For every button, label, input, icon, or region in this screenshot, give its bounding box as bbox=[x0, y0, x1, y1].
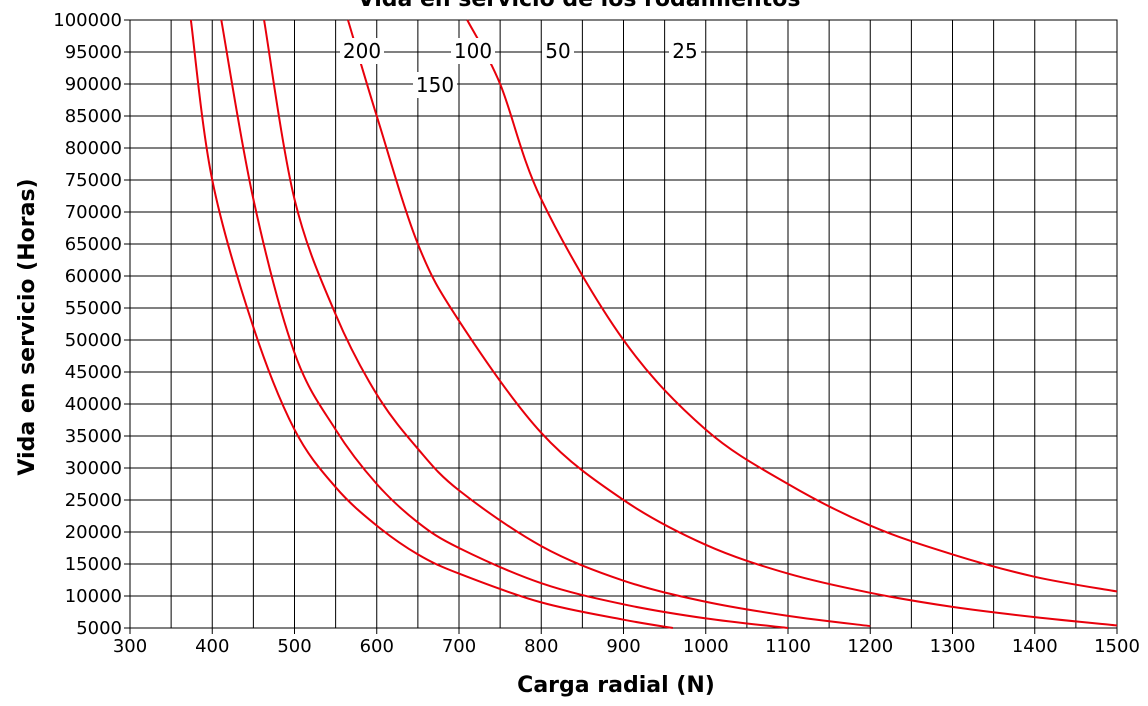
series-line-25 bbox=[466, 19, 1117, 593]
x-tick-label: 1400 bbox=[1012, 636, 1058, 657]
y-tick-label: 70000 bbox=[65, 202, 122, 223]
curve-label-150: 150 bbox=[416, 73, 454, 97]
y-tick-label: 85000 bbox=[65, 106, 122, 127]
x-tick-label: 400 bbox=[195, 636, 229, 657]
y-tick-label: 55000 bbox=[65, 298, 122, 319]
grid bbox=[124, 19, 1118, 634]
y-tick-label: 90000 bbox=[65, 74, 122, 95]
curve-label-50: 50 bbox=[545, 39, 570, 63]
y-tick-label: 40000 bbox=[65, 394, 122, 415]
x-tick-label: 500 bbox=[277, 636, 311, 657]
curve-label-100: 100 bbox=[454, 39, 492, 63]
x-tick-label: 700 bbox=[442, 636, 476, 657]
y-tick-label: 25000 bbox=[65, 490, 122, 511]
x-tick-label: 600 bbox=[360, 636, 394, 657]
curve-label-bg bbox=[542, 38, 574, 64]
series-layer bbox=[189, 19, 1117, 629]
y-tick-label: 15000 bbox=[65, 554, 122, 575]
x-tick-label: 1000 bbox=[683, 636, 729, 657]
y-tick-label: 65000 bbox=[65, 234, 122, 255]
chart-title: Vida en servicio de los rodamientos bbox=[358, 0, 801, 12]
curve-label-bg bbox=[451, 38, 495, 64]
y-tick-label: 5000 bbox=[76, 618, 122, 639]
series-line-200 bbox=[189, 19, 674, 629]
curve-label-200: 200 bbox=[343, 39, 381, 63]
y-tick-label: 60000 bbox=[65, 266, 122, 287]
y-tick-label: 95000 bbox=[65, 42, 122, 63]
curve-label-25: 25 bbox=[672, 39, 697, 63]
x-tick-label: 800 bbox=[524, 636, 558, 657]
x-tick-label: 1300 bbox=[930, 636, 976, 657]
y-tick-label: 100000 bbox=[53, 10, 122, 31]
curve-label-bg bbox=[340, 38, 384, 64]
x-tick-label: 1100 bbox=[765, 636, 811, 657]
y-tick-label: 50000 bbox=[65, 330, 122, 351]
y-tick-label: 10000 bbox=[65, 586, 122, 607]
y-tick-label: 35000 bbox=[65, 426, 122, 447]
plot-frame bbox=[129, 19, 1118, 629]
x-axis-title: Carga radial (N) bbox=[517, 673, 715, 698]
x-tick-label: 1500 bbox=[1094, 636, 1140, 657]
tick-labels: 300 400 500 600 700 800 900 1000 1100 1200 1300 140… bbox=[53, 10, 1140, 657]
y-tick-label: 20000 bbox=[65, 522, 122, 543]
curve-label-bg bbox=[413, 72, 457, 98]
series-line-50 bbox=[347, 19, 1117, 627]
y-tick-label: 45000 bbox=[65, 362, 122, 383]
y-tick-label: 30000 bbox=[65, 458, 122, 479]
series-line-100 bbox=[263, 19, 871, 628]
x-tick-label: 300 bbox=[113, 636, 147, 657]
x-tick-label: 1200 bbox=[847, 636, 893, 657]
y-tick-label: 80000 bbox=[65, 138, 122, 159]
y-tick-label: 75000 bbox=[65, 170, 122, 191]
x-tick-label: 900 bbox=[606, 636, 640, 657]
y-axis-title: Vida en servicio (Horas) bbox=[15, 178, 40, 475]
series-line-150 bbox=[220, 19, 789, 629]
curve-label-bg bbox=[669, 38, 701, 64]
